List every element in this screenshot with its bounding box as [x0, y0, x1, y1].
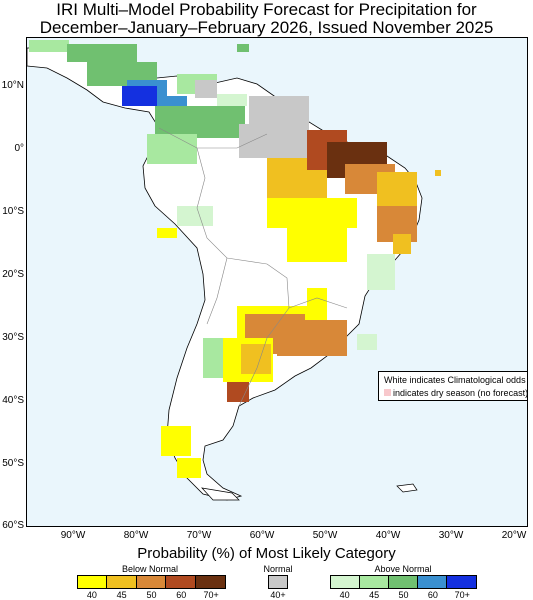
above-normal-label: Above Normal: [374, 564, 432, 574]
below-normal-colorbar: [77, 575, 226, 589]
map-title-line2: December–January–February 2026, Issued N…: [39, 18, 494, 37]
lon-label-20w: 20°W: [501, 530, 527, 541]
legend-note-box: White indicates Climatological odds indi…: [378, 371, 528, 401]
below-normal-label: Below Normal: [121, 564, 179, 574]
above-normal-swatch-1: [360, 576, 389, 588]
dry-season-note: indicates dry season (no forecast): [393, 388, 528, 398]
below-normal-swatch-1: [107, 576, 137, 588]
below-normal-region-northeast: [267, 130, 441, 262]
lon-label-50w: 50°W: [312, 530, 338, 541]
below-normal-swatch-4: [195, 576, 226, 588]
lon-label-70w: 70°W: [186, 530, 212, 541]
above-normal-colorbar: [330, 575, 477, 589]
above-normal-tick-3: 60: [427, 590, 438, 600]
below-normal-tick-1: 45: [116, 590, 127, 600]
map-canvas: [27, 40, 441, 501]
below-normal-swatch-3: [166, 576, 196, 588]
lat-label-60s: 60°S: [2, 520, 24, 531]
lon-label-80w: 80°W: [123, 530, 149, 541]
normal-region-north: [195, 80, 309, 158]
below-normal-tick-2: 50: [146, 590, 157, 600]
below-normal-region-south: [161, 288, 347, 456]
below-normal-swatch-0: [78, 576, 108, 588]
above-normal-tick-1: 45: [369, 590, 380, 600]
lat-label-10n: 10°N: [1, 80, 24, 91]
lon-label-90w: 90°W: [60, 530, 86, 541]
climatological-odds-note: White indicates Climatological odds: [384, 375, 526, 385]
lat-label-40s: 40°S: [2, 395, 24, 406]
lat-label-10s: 10°S: [2, 206, 24, 217]
above-normal-swatch-3: [418, 576, 447, 588]
normal-colorbar: [268, 575, 288, 589]
tierra-del-fuego-land: [201, 487, 240, 501]
lat-label-30s: 30°S: [2, 332, 24, 343]
lat-label-50s: 50°S: [2, 458, 24, 469]
dry-season-swatch: [384, 389, 391, 396]
normal-swatch-0: [269, 576, 287, 588]
falklands-land: [396, 483, 418, 493]
lon-label-30w: 30°W: [438, 530, 464, 541]
lat-label-20s: 20°S: [2, 269, 24, 280]
below-normal-tick-4: 70+: [203, 590, 219, 600]
lon-label-60w: 60°W: [249, 530, 275, 541]
forecast-map: White indicates Climatological odds indi…: [26, 37, 528, 527]
legend-title: Probability (%) of Most Likely Category: [137, 545, 396, 562]
normal-tick-0: 40+: [270, 590, 286, 600]
country-borders: [158, 127, 348, 407]
lon-label-40w: 40°W: [375, 530, 401, 541]
below-normal-tick-0: 40: [86, 590, 97, 600]
above-normal-tick-4: 70+: [454, 590, 470, 600]
below-normal-tick-3: 60: [176, 590, 187, 600]
normal-label: Normal: [263, 564, 293, 574]
above-normal-swatch-2: [389, 576, 418, 588]
above-normal-region-north: [29, 40, 249, 164]
above-normal-swatch-0: [331, 576, 360, 588]
above-normal-tick-2: 50: [398, 590, 409, 600]
map-title-line1: IRI Multi–Model Probability Forecast for…: [56, 0, 477, 19]
above-normal-tick-0: 40: [339, 590, 350, 600]
below-normal-swatch-2: [136, 576, 167, 588]
above-normal-region-scattered: [157, 206, 395, 478]
lat-label-0: 0°: [14, 143, 24, 154]
above-normal-swatch-4: [447, 576, 476, 588]
